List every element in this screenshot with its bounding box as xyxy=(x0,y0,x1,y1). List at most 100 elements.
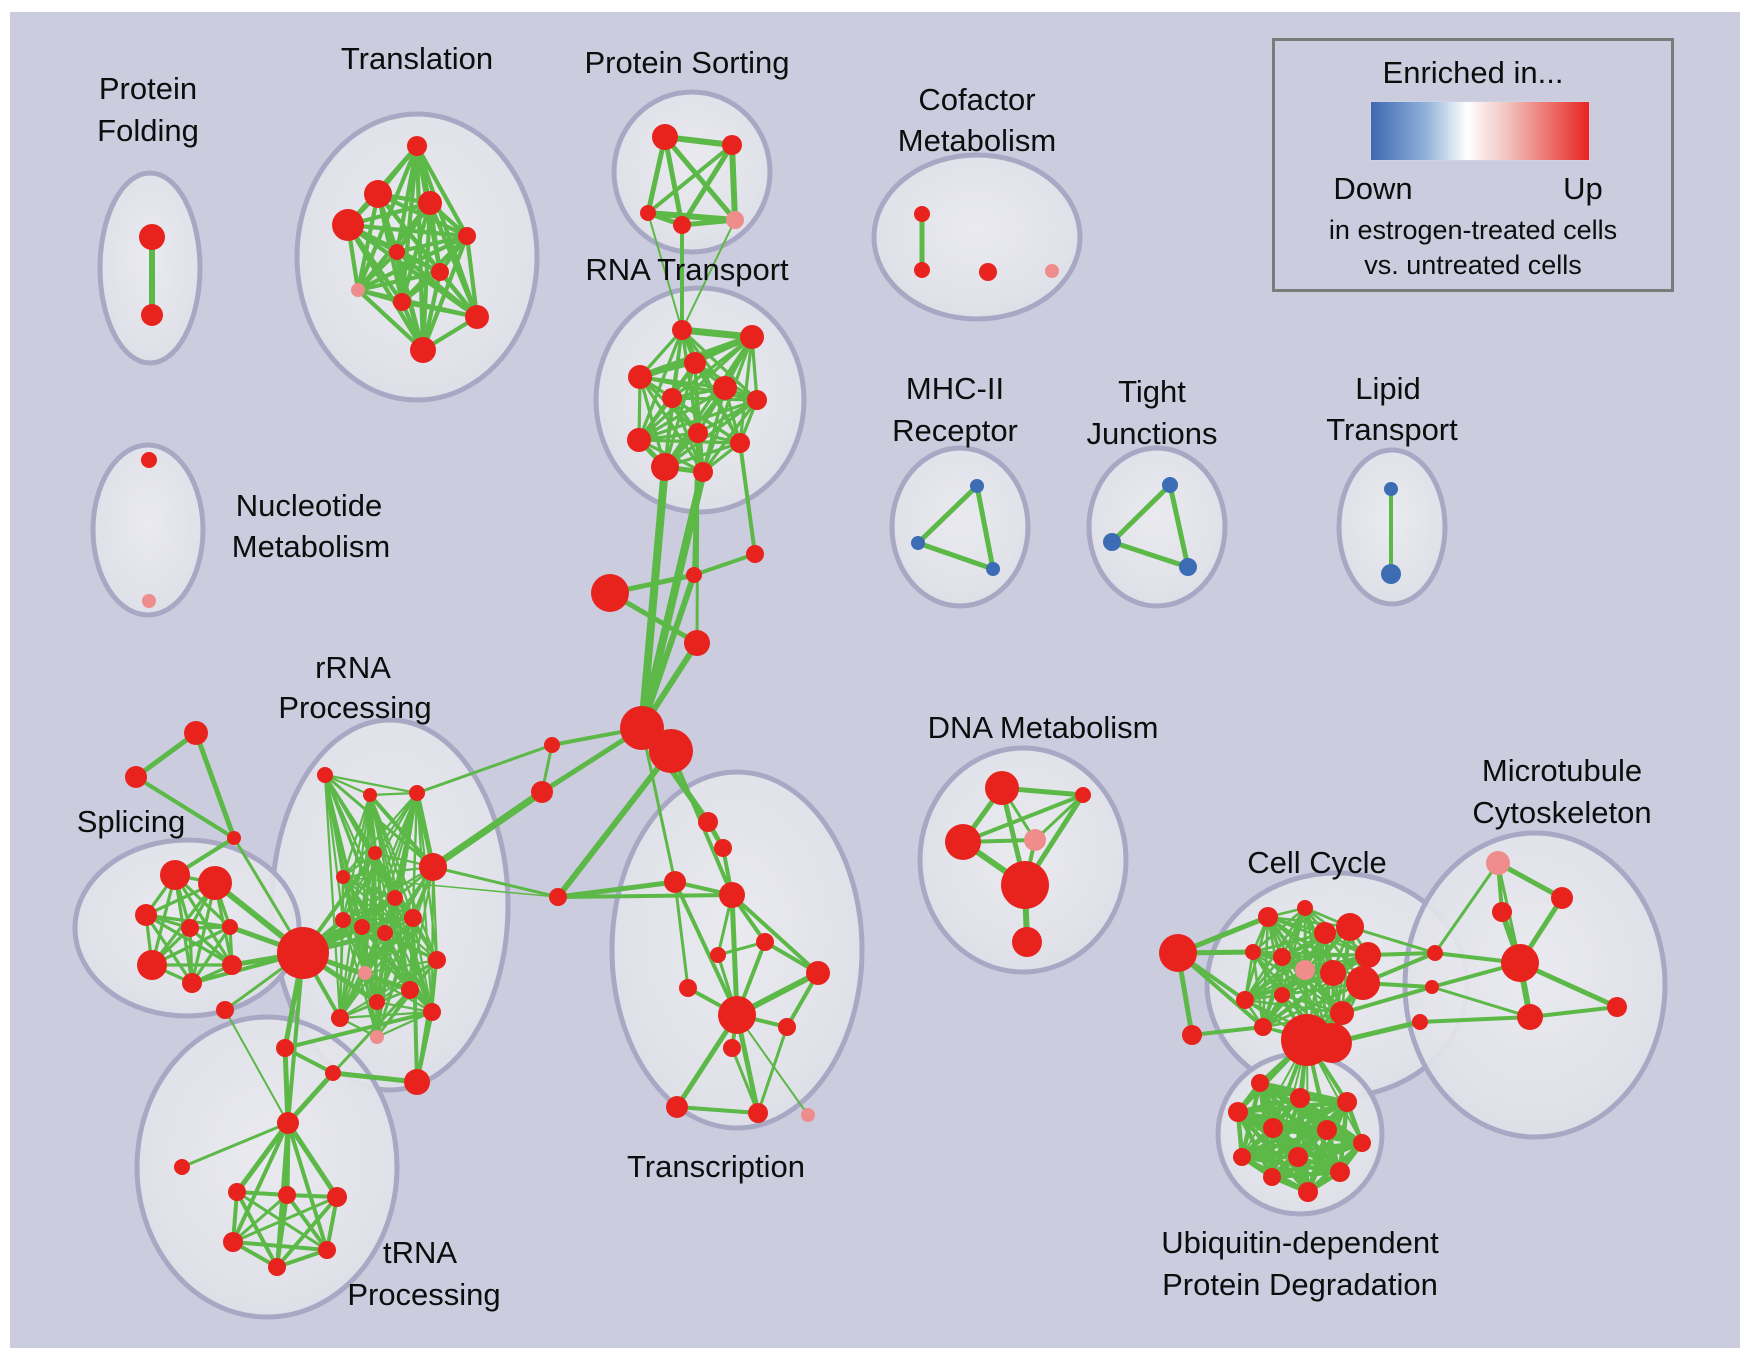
network-edge xyxy=(383,931,434,1014)
translation-node-7 xyxy=(351,283,365,297)
tight_junctions-label: Tight xyxy=(1118,374,1186,409)
rrna-node-12 xyxy=(428,951,446,969)
trna-node-5 xyxy=(223,1232,243,1252)
hubs-node-5 xyxy=(649,729,693,773)
rrna-node-4 xyxy=(336,870,350,884)
network-edge xyxy=(193,730,237,841)
lipid-label: Transport xyxy=(1326,412,1458,447)
network-edge xyxy=(1109,539,1191,570)
rrna-node-9 xyxy=(377,925,393,941)
translation-label: Translation xyxy=(341,41,493,76)
network-edge xyxy=(323,773,372,797)
network-edge xyxy=(1251,931,1327,954)
network-edge xyxy=(637,328,684,442)
translation-node-3 xyxy=(332,209,364,241)
microtubule-node-1 xyxy=(1551,887,1573,909)
microtubule-node-2 xyxy=(1492,902,1512,922)
microtubule-node-7 xyxy=(1425,980,1439,994)
ubiquitin-node-1 xyxy=(1290,1088,1310,1108)
transcription-node-8 xyxy=(718,996,756,1034)
hubs-node-0 xyxy=(686,567,702,583)
ubiquitin-node-8 xyxy=(1288,1147,1308,1167)
rrna-node-11 xyxy=(358,966,372,980)
rrna-node-10 xyxy=(335,912,351,928)
tight_junctions-node-1 xyxy=(1103,533,1121,551)
trna-node-2 xyxy=(228,1183,246,1201)
network-edge xyxy=(464,233,480,320)
splicing-node-2 xyxy=(135,904,157,926)
rrna-node-5 xyxy=(387,890,403,906)
network-edge xyxy=(1167,482,1191,570)
nucleotide-ellipse xyxy=(90,442,206,618)
mhc-label: Receptor xyxy=(892,413,1018,448)
network-edge xyxy=(285,1070,336,1126)
cell_cycle-node-5 xyxy=(1314,922,1336,944)
tight_junctions-ellipse xyxy=(1086,445,1228,609)
network-edge xyxy=(701,335,754,474)
rrna-node-13 xyxy=(401,981,419,999)
rrna-node-15 xyxy=(331,1009,349,1027)
translation-node-4 xyxy=(458,227,476,245)
network-edge xyxy=(360,925,434,1014)
network-edge xyxy=(285,1120,340,1200)
network-edge xyxy=(341,865,435,879)
rrna-node-20 xyxy=(276,1039,294,1057)
ubiquitin-node-3 xyxy=(1228,1102,1248,1122)
network-edge xyxy=(647,212,683,331)
microtubule-node-0 xyxy=(1486,851,1510,875)
layer-labels: Protein Folding Translation Protein Sorting… xyxy=(77,41,1652,1312)
translation-node-2 xyxy=(418,191,442,215)
rrna-node-0 xyxy=(317,767,333,783)
network-edge xyxy=(692,552,757,577)
network-edge xyxy=(420,269,443,353)
cell_cycle-node-3 xyxy=(1297,900,1313,916)
splicing-node-4 xyxy=(222,919,238,935)
network-edge xyxy=(1235,1099,1350,1115)
cell_cycle-node-14 xyxy=(1254,1018,1272,1036)
legend-caption-line1: in estrogen-treated cells xyxy=(1328,215,1618,245)
microtubule-node-6 xyxy=(1427,945,1443,961)
network-edge xyxy=(286,951,305,1125)
cofactor-ellipse xyxy=(871,152,1083,322)
trna-node-0 xyxy=(277,1112,299,1134)
network-edge xyxy=(355,249,400,293)
microtubule-node-8 xyxy=(1412,1014,1428,1030)
network-edge xyxy=(1190,1025,1265,1037)
network-edge xyxy=(701,398,759,474)
network-edge xyxy=(342,876,559,898)
hubs-node-1 xyxy=(746,545,764,563)
network-edge xyxy=(341,791,419,879)
network-edge xyxy=(231,1121,290,1244)
network-edge xyxy=(1251,906,1307,954)
rrna-node-18 xyxy=(277,927,329,979)
network-edge xyxy=(974,483,996,572)
cofactor-node-3 xyxy=(1045,264,1059,278)
network-edge xyxy=(375,1000,434,1014)
network-edge xyxy=(341,918,379,1039)
ubiquitin-node-7 xyxy=(1233,1148,1251,1166)
network-edge xyxy=(415,791,434,1014)
network-edge xyxy=(375,931,387,1039)
ubiquitin-node-9 xyxy=(1330,1162,1350,1182)
rrna-node-17 xyxy=(370,1030,384,1044)
translation-node-1 xyxy=(364,180,392,208)
transcription-node-4 xyxy=(756,933,774,951)
rrna-label: rRNA xyxy=(315,650,391,685)
network-edge xyxy=(638,463,669,732)
network-edge xyxy=(411,916,434,1014)
dna-node-1 xyxy=(1075,787,1091,803)
transcription-node-9 xyxy=(778,1018,796,1036)
network-edge xyxy=(556,893,734,899)
dna-node-3 xyxy=(1024,829,1046,851)
outliers-node-1 xyxy=(125,766,147,788)
network-edge xyxy=(338,925,364,1020)
network-edge xyxy=(1528,1005,1619,1019)
rna_transport-node-1 xyxy=(740,325,764,349)
network-edge xyxy=(231,1240,329,1252)
rrna-node-8 xyxy=(354,919,370,935)
network-edge xyxy=(173,873,234,967)
cell_cycle-node-11 xyxy=(1346,966,1380,1000)
network-edge xyxy=(355,287,426,353)
network-edge xyxy=(355,191,381,293)
network-edge xyxy=(345,222,470,239)
